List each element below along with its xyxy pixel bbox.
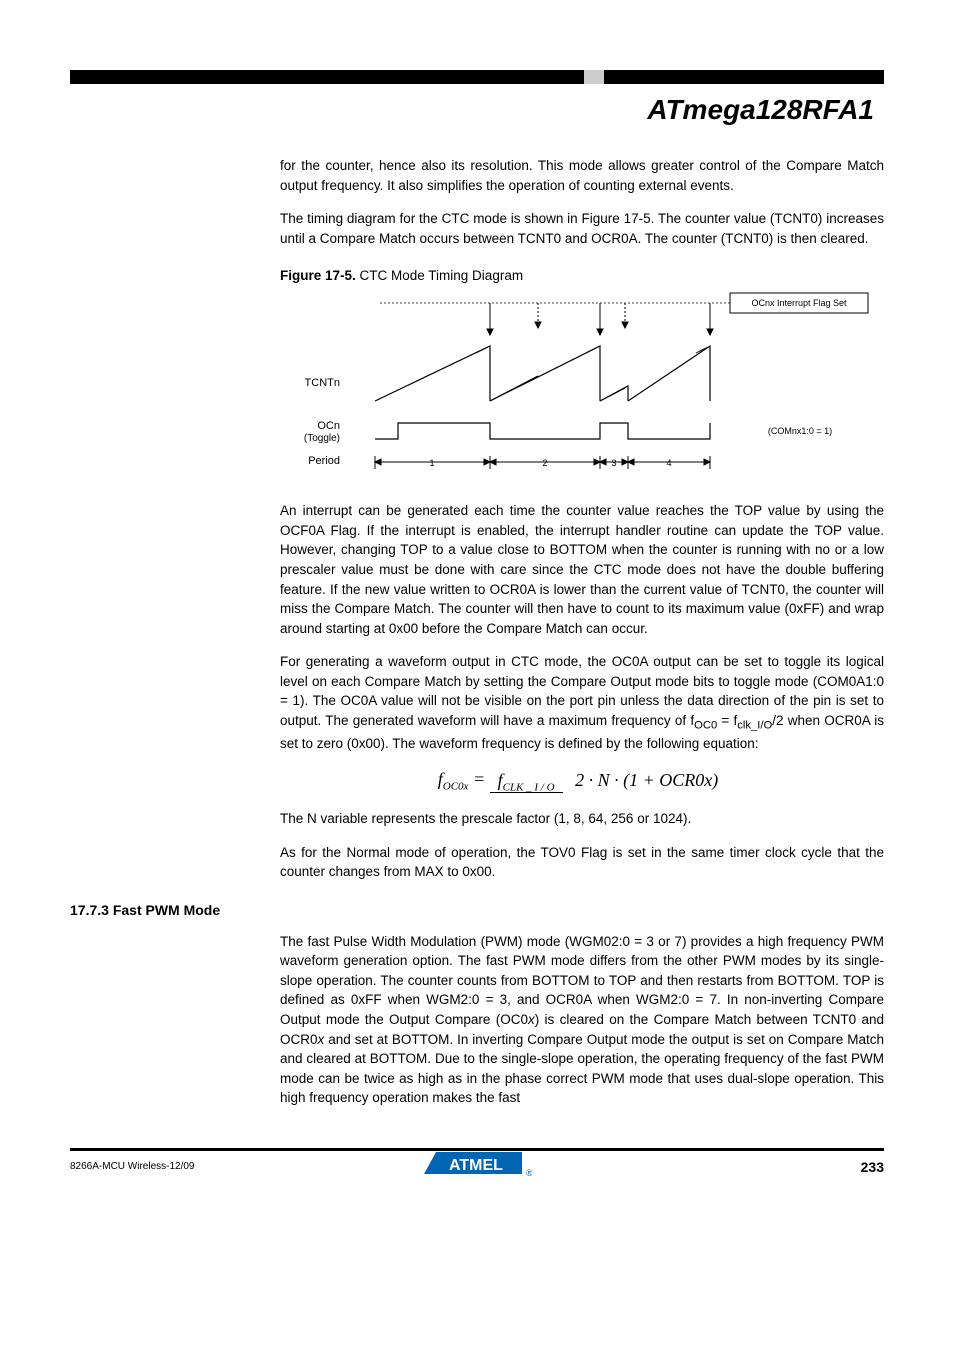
eq-equals: = [473, 769, 490, 789]
svg-text:1: 1 [429, 458, 434, 468]
paragraph-intro2: The timing diagram for the CTC mode is s… [280, 209, 884, 248]
section-heading: 17.7.3 Fast PWM Mode [70, 902, 884, 918]
eq-num-sub: CLK _ I / O [503, 781, 555, 793]
footer-docid: 8266A-MCU Wireless-12/09 [70, 1161, 195, 1172]
paragraph-fastpwm: The fast Pulse Width Modulation (PWM) mo… [280, 932, 884, 1108]
svg-text:2: 2 [542, 458, 547, 468]
timing-diagram: OCnx Interrupt Flag Set TCNTn [280, 291, 884, 481]
paragraph-waveform: For generating a waveform output in CTC … [280, 652, 884, 753]
svg-text:ATMEL: ATMEL [449, 1157, 503, 1174]
paragraph-tov0: As for the Normal mode of operation, the… [280, 843, 884, 882]
paragraph-prescale: The N variable represents the prescale f… [280, 809, 884, 829]
p4-sub1: OC0 [694, 720, 717, 732]
p4-sub2: clk_I/O [737, 720, 772, 732]
svg-text:4: 4 [666, 458, 671, 468]
svg-text:(Toggle): (Toggle) [304, 433, 340, 444]
page-number: 233 [861, 1159, 884, 1175]
figure-title: CTC Mode Timing Diagram [356, 268, 523, 283]
figure-number: Figure 17-5. [280, 268, 356, 283]
eq-lhs-sub: OC0x [443, 781, 469, 793]
svg-text:(COMnx1:0 = 1): (COMnx1:0 = 1) [768, 426, 832, 436]
svg-text:OCn: OCn [317, 420, 340, 432]
svg-text:TCNTn: TCNTn [305, 377, 340, 389]
paragraph-interrupt: An interrupt can be generated each time … [280, 501, 884, 638]
svg-text:Period: Period [308, 455, 340, 467]
svg-text:3: 3 [611, 458, 616, 468]
atmel-logo: ATMEL ® [422, 1150, 532, 1183]
device-title: ATmega128RFA1 [70, 94, 884, 126]
p7-c: and set at BOTTOM. In inverting Compare … [280, 1032, 884, 1106]
p4-mid1: = f [717, 713, 737, 728]
figure-caption: Figure 17-5. CTC Mode Timing Diagram [280, 268, 884, 283]
svg-text:OCnx Interrupt Flag Set: OCnx Interrupt Flag Set [751, 298, 847, 308]
header-bar [70, 70, 884, 84]
p7-i1: x [528, 1012, 535, 1027]
eq-den: 2 · N · (1 + OCR0x) [567, 768, 726, 790]
svg-text:®: ® [526, 1168, 532, 1178]
page-footer: 8266A-MCU Wireless-12/09 ATMEL ® 233 [70, 1148, 884, 1175]
header-bar-accent [584, 70, 604, 84]
paragraph-intro1: for the counter, hence also its resoluti… [280, 156, 884, 195]
equation-frequency: fOC0x = fCLK _ I / O 2 · N · (1 + OCR0x) [280, 769, 884, 793]
